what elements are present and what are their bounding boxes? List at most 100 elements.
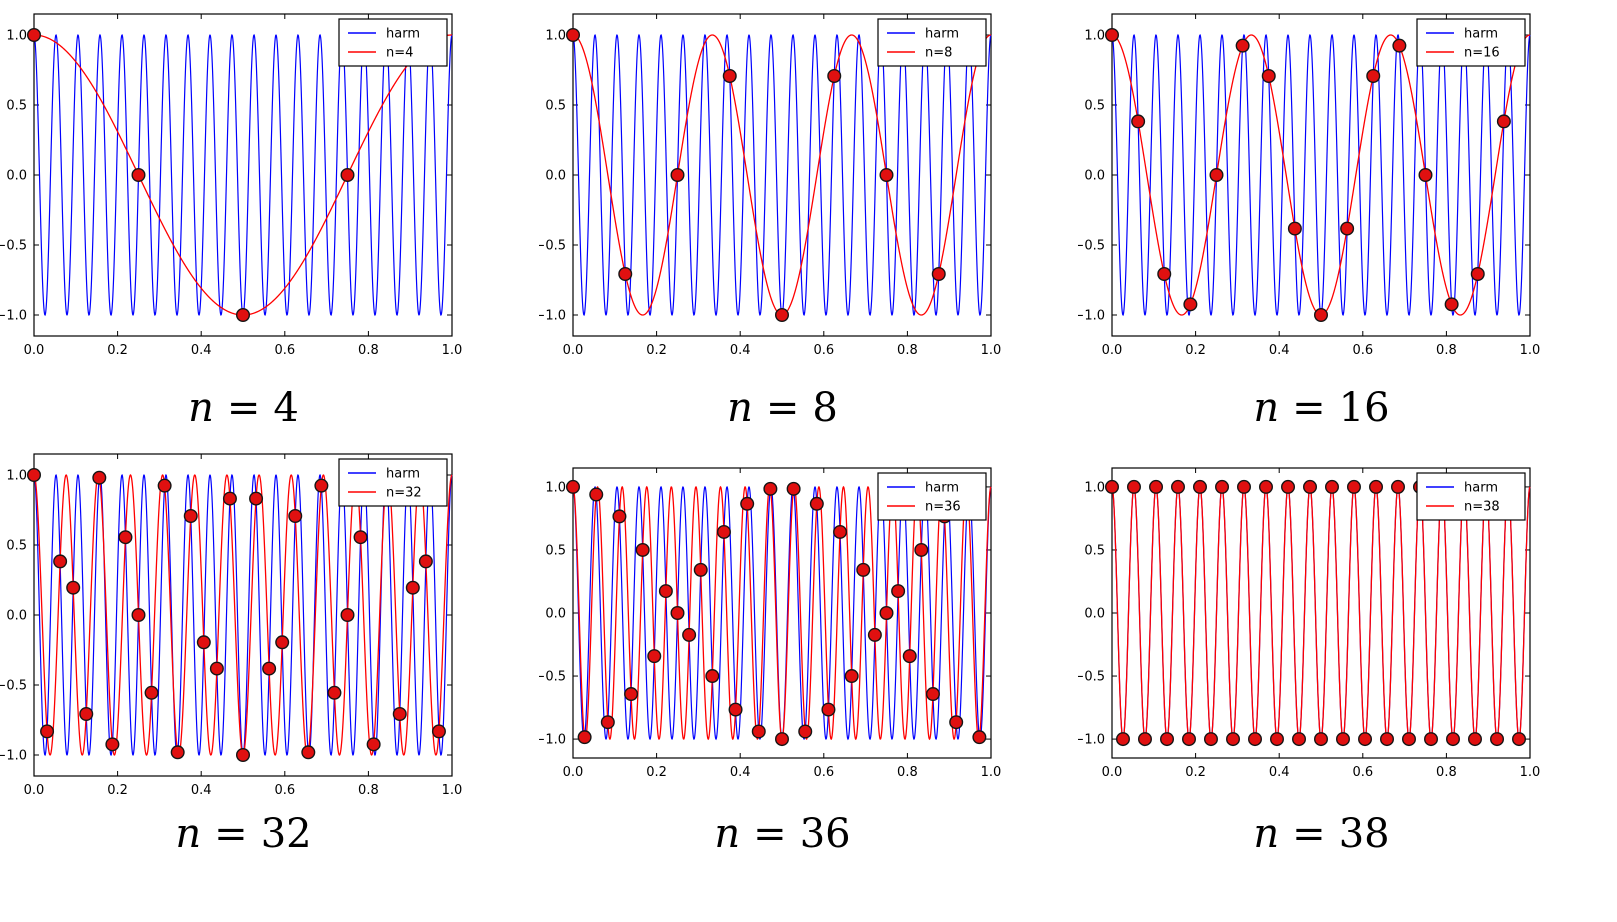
caption-equals: = [214, 811, 248, 857]
sample-marker [844, 669, 859, 684]
sample-marker [249, 491, 264, 506]
legend-label: n=38 [1464, 500, 1500, 515]
plot-frame [572, 13, 992, 337]
sample-marker [222, 491, 237, 506]
sample-marker [1446, 732, 1461, 747]
caption-value: 38 [1338, 811, 1390, 857]
legend: harm n=36 [877, 472, 987, 521]
caption-n36: n = 36 [513, 810, 1052, 858]
sample-marker [431, 724, 446, 739]
sample-marker [774, 732, 789, 747]
sample-marker [288, 509, 303, 524]
sample-marker [589, 487, 604, 502]
y-tick-label: 1.0 [545, 29, 566, 44]
x-tick-label: 0.4 [1269, 343, 1290, 358]
x-tick-label: 0.2 [107, 783, 128, 798]
legend-box [877, 472, 987, 521]
sample-marker [196, 635, 211, 650]
sample-marker [798, 724, 813, 739]
plot-n8: 0.0 0.2 0.4 0.6 0.8 1.0 1.0 0.5 0.0 −0.5 −1.0 harm n… [539, 13, 1001, 358]
legend-label: n=32 [386, 486, 422, 501]
x-tick-label: 0.4 [191, 343, 212, 358]
x-tick-label: 0.2 [646, 765, 667, 780]
sample-marker [1226, 732, 1241, 747]
sample-marker [405, 580, 420, 595]
legend-label: harm [386, 27, 420, 42]
sample-markers [27, 28, 355, 323]
sample-marker [1313, 732, 1328, 747]
sample-marker [716, 524, 731, 539]
plot-frame [33, 13, 453, 337]
sample-marker [670, 605, 685, 620]
y-tick-label: −1.0 [1078, 733, 1105, 748]
sample-marker [235, 748, 250, 763]
sample-marker [682, 627, 697, 642]
sample-marker [740, 496, 755, 511]
sample-marker [1335, 732, 1350, 747]
sample-marker [728, 702, 743, 717]
sample-marker [809, 496, 824, 511]
caption-value: 32 [260, 811, 312, 857]
x-tick-label: 0.6 [1352, 343, 1373, 358]
sample-marker [1160, 732, 1175, 747]
chart-cell-n4: 0.0 0.2 0.4 0.6 0.8 1.0 1.0 0.5 0.0 −0.5 −1.0 harm n… [0, 4, 539, 446]
x-tick-label: 0.2 [1185, 343, 1206, 358]
sample-marker [577, 730, 592, 745]
aliasing-figure-grid: 0.0 0.2 0.4 0.6 0.8 1.0 1.0 0.5 0.0 −0.5 −1.0 harm n… [0, 4, 1591, 872]
legend: harm n=16 [1416, 18, 1526, 67]
y-tick-label: −1.0 [1078, 309, 1105, 324]
sample-marker [1313, 308, 1328, 323]
sample-marker [1418, 167, 1433, 182]
sample-marker [1105, 28, 1120, 43]
sample-marker [131, 607, 146, 622]
sample-marker [1380, 732, 1395, 747]
y-tick-label: 1.0 [6, 469, 27, 484]
sample-marker [392, 706, 407, 721]
caption-n32: n = 32 [0, 810, 513, 858]
sample-markers [566, 479, 987, 747]
sample-marker [879, 605, 894, 620]
legend-box [338, 458, 448, 507]
sample-marker [1126, 479, 1141, 494]
sample-marker [931, 266, 946, 281]
sample-marker [658, 584, 673, 599]
x-tick-label: 0.2 [646, 343, 667, 358]
caption-value: 8 [812, 385, 838, 431]
x-tick-label: 0.4 [730, 765, 751, 780]
y-tick-label: 1.0 [1084, 480, 1105, 495]
sample-marker [1401, 732, 1416, 747]
x-tick-label: 0.8 [897, 343, 918, 358]
legend-label: n=16 [1464, 46, 1500, 61]
sample-marker [92, 470, 107, 485]
sample-marker [1157, 266, 1172, 281]
sample-marker [1137, 732, 1152, 747]
sample-marker [722, 69, 737, 84]
caption-variable: n [1253, 811, 1280, 857]
sample-marker [786, 481, 801, 496]
sample-marker [366, 737, 381, 752]
sample-marker [618, 266, 633, 281]
sample-marker [949, 715, 964, 730]
sample-marker [1236, 479, 1251, 494]
legend-box [877, 18, 987, 67]
chart-cell-n36: 0.0 0.2 0.4 0.6 0.8 1.0 1.0 0.5 0.0 −0.5 −1.0 harm n… [539, 446, 1078, 872]
sample-marker [705, 669, 720, 684]
sample-marker [209, 661, 224, 676]
x-tick-label: 0.8 [358, 783, 379, 798]
x-tick-label: 0.0 [563, 343, 584, 358]
sample-marker [418, 554, 433, 569]
y-tick-label: 0.0 [1084, 169, 1105, 184]
plot-frame [1111, 13, 1531, 337]
legend: harm n=8 [877, 18, 987, 67]
caption-n16: n = 16 [1052, 384, 1591, 432]
y-tick-label: 0.0 [6, 169, 27, 184]
legend: harm n=38 [1416, 472, 1526, 521]
sample-marker [1340, 221, 1355, 236]
legend-label: harm [1464, 481, 1498, 496]
sample-marker [1496, 114, 1511, 129]
sample-marker [105, 737, 120, 752]
y-tick-label: −1.0 [0, 749, 27, 764]
sample-marker [566, 28, 581, 43]
x-tick-label: 0.8 [358, 343, 379, 358]
y-tick-label: 0.5 [6, 539, 27, 554]
